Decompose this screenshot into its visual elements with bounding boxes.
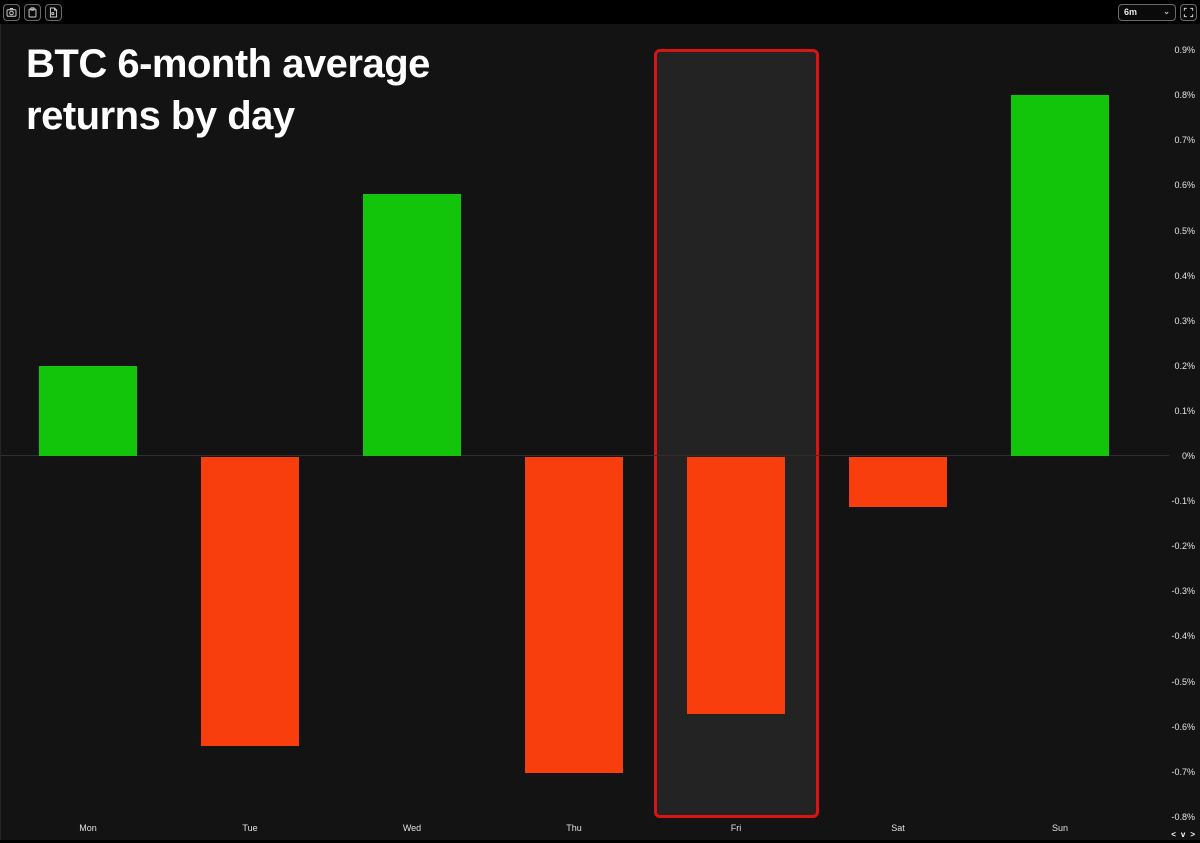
zero-axis-line bbox=[1, 455, 1169, 456]
y-axis-label: -0.1% bbox=[1171, 496, 1195, 506]
y-axis-label: 0.4% bbox=[1174, 271, 1195, 281]
y-axis-label: 0.6% bbox=[1174, 180, 1195, 190]
x-axis-label-sun: Sun bbox=[1051, 823, 1068, 833]
y-axis-label: -0.8% bbox=[1171, 812, 1195, 822]
y-axis-label: 0% bbox=[1181, 451, 1195, 461]
copy-button[interactable] bbox=[24, 3, 41, 21]
x-axis-label-fri: Fri bbox=[730, 823, 742, 833]
y-axis-label: 0.1% bbox=[1174, 406, 1195, 416]
pan-down-button[interactable]: v bbox=[1180, 830, 1187, 839]
x-axis-label-sat: Sat bbox=[891, 823, 905, 833]
toolbar-left-group bbox=[0, 3, 65, 21]
camera-icon bbox=[6, 7, 17, 18]
bar-sat[interactable] bbox=[849, 457, 947, 507]
y-axis-label: -0.6% bbox=[1171, 722, 1195, 732]
chevron-down-icon: ⌄ bbox=[1163, 7, 1170, 16]
document-icon bbox=[48, 7, 59, 18]
bar-wed[interactable] bbox=[363, 194, 461, 456]
y-axis-label: -0.5% bbox=[1171, 677, 1195, 687]
pan-right-button[interactable]: > bbox=[1190, 830, 1196, 839]
bar-chart: BTC 6-month average returns by day 0.9% 0… bbox=[0, 24, 1200, 840]
clipboard-icon bbox=[27, 6, 38, 18]
bar-sun[interactable] bbox=[1011, 95, 1109, 456]
y-axis-label: 0.2% bbox=[1174, 361, 1195, 371]
y-axis-label: -0.4% bbox=[1171, 631, 1195, 641]
y-axis-label: 0.5% bbox=[1174, 226, 1195, 236]
bottom-edge bbox=[0, 840, 1200, 843]
toolbar-right-group: 6m ⌄ bbox=[1115, 3, 1200, 21]
chart-title: BTC 6-month average returns by day bbox=[26, 42, 430, 138]
bar-mon[interactable] bbox=[39, 366, 137, 456]
chart-pager: < v > bbox=[1171, 830, 1196, 839]
timeframe-value: 6m bbox=[1124, 7, 1138, 17]
y-axis-label: -0.7% bbox=[1171, 767, 1195, 777]
x-axis-label-wed: Wed bbox=[402, 823, 422, 833]
y-axis-label: 0.9% bbox=[1174, 45, 1195, 55]
y-axis-label: 0.7% bbox=[1174, 135, 1195, 145]
bar-fri[interactable] bbox=[687, 457, 785, 714]
timeframe-select[interactable]: 6m ⌄ bbox=[1118, 3, 1176, 21]
x-axis-label-tue: Tue bbox=[242, 823, 258, 833]
y-axis-label: 0.8% bbox=[1174, 90, 1195, 100]
expand-icon bbox=[1183, 7, 1194, 18]
x-axis-label-thu: Thu bbox=[566, 823, 582, 833]
bar-tue[interactable] bbox=[201, 457, 299, 746]
y-axis-label: -0.2% bbox=[1171, 541, 1195, 551]
pan-left-button[interactable]: < bbox=[1171, 830, 1177, 839]
screenshot-button[interactable] bbox=[3, 3, 20, 21]
x-axis-label-mon: Mon bbox=[79, 823, 97, 833]
bar-thu[interactable] bbox=[525, 457, 623, 773]
toolbar: 6m ⌄ bbox=[0, 0, 1200, 24]
y-axis-label: 0.3% bbox=[1174, 316, 1195, 326]
y-axis-label: -0.3% bbox=[1171, 586, 1195, 596]
export-button[interactable] bbox=[45, 3, 62, 21]
fullscreen-button[interactable] bbox=[1180, 3, 1197, 21]
